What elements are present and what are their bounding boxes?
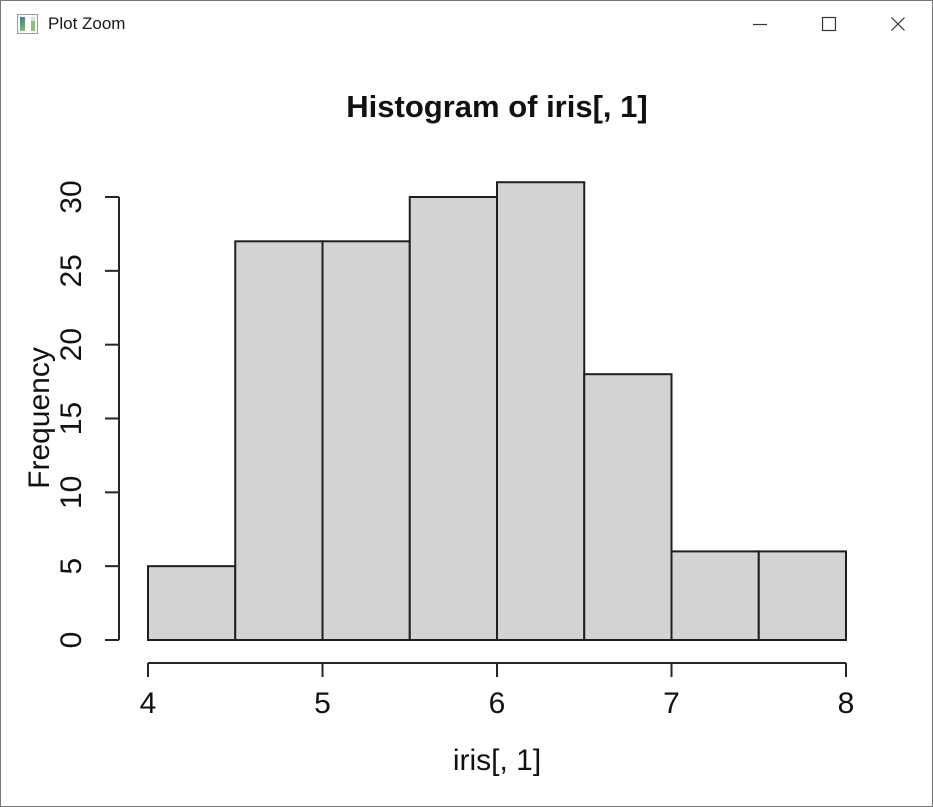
chart-title: Histogram of iris[, 1] [346, 89, 647, 124]
histogram-bar [234, 240, 324, 642]
maximize-button[interactable] [794, 1, 863, 46]
bars-layer [147, 181, 847, 642]
x-tick-label: 8 [838, 687, 855, 720]
y-tick-label: 30 [55, 180, 88, 213]
maximize-icon [821, 16, 836, 31]
plot-thumbnail-icon [20, 16, 26, 31]
minimize-button[interactable] [725, 1, 794, 46]
titlebar: Plot Zoom [1, 1, 932, 46]
x-tick-label: 6 [489, 687, 506, 720]
y-tick-label: 25 [55, 254, 88, 287]
axes-layer: 0 5 10 15 20 25 30 4 5 6 7 8 [55, 180, 854, 720]
histogram-bar [321, 240, 411, 642]
window-title: Plot Zoom [48, 13, 126, 33]
plot-zoom-icon [17, 13, 38, 34]
x-axis-label: iris[, 1] [453, 744, 541, 777]
close-icon [890, 16, 905, 31]
y-tick-label: 0 [55, 632, 88, 649]
y-tick-label: 20 [55, 328, 88, 361]
histogram-bar [670, 550, 760, 642]
window-controls [725, 1, 932, 46]
y-tick-label: 5 [55, 558, 88, 575]
histogram-bar [408, 196, 498, 641]
x-tick-label: 4 [140, 687, 157, 720]
close-button[interactable] [863, 1, 932, 46]
histogram-bar [496, 181, 586, 641]
histogram-bar [147, 565, 237, 642]
histogram-bar [583, 373, 673, 641]
x-tick-label: 7 [663, 687, 680, 720]
minimize-icon [752, 23, 767, 25]
y-tick-label: 10 [55, 476, 88, 509]
histogram-bar [757, 550, 847, 642]
y-axis-label: Frequency [23, 347, 56, 489]
x-tick-label: 5 [314, 687, 331, 720]
y-tick-label: 15 [55, 402, 88, 435]
